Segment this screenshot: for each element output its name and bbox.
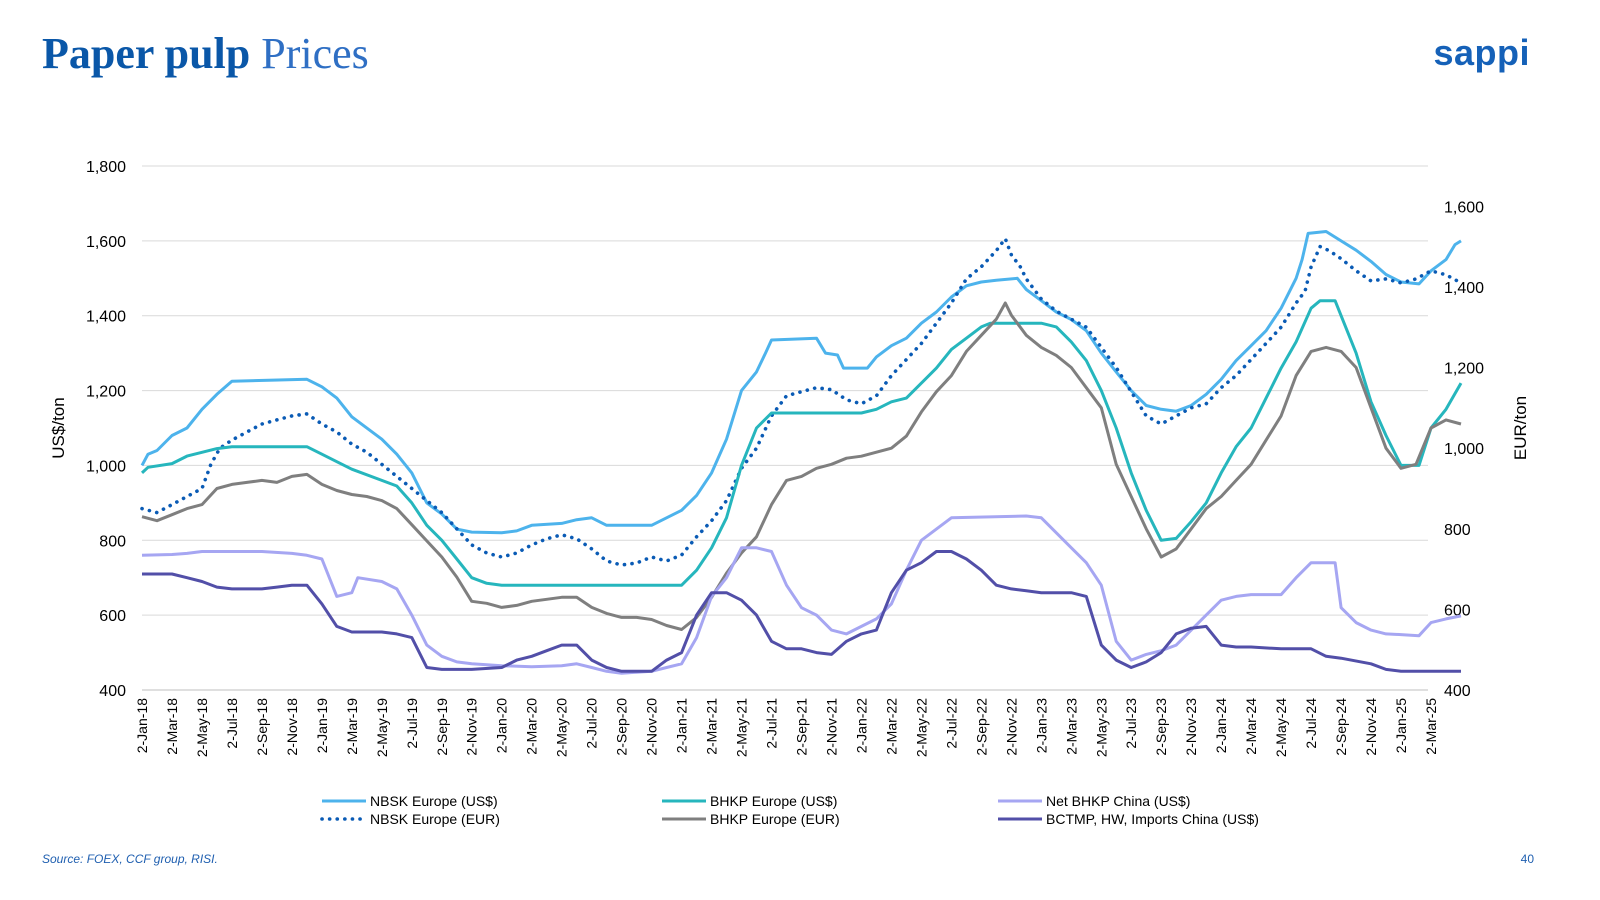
series-line-bhkp-europe-us [140,299,1463,587]
series-line-bctmp-hw-imports-china-us [142,550,1461,673]
legend-label: BHKP Europe (EUR) [710,811,840,827]
y-right-tick-label: 400 [1444,683,1471,700]
x-tick-label: 2-May-24 [1273,698,1289,757]
y-right-tick-label: 600 [1444,602,1471,619]
x-tick-label: 2-Mar-20 [524,698,540,755]
x-tick-label: 2-Jan-25 [1393,698,1409,753]
x-tick-label: 2-Jan-18 [134,698,150,753]
x-tick-label: 2-Jan-22 [853,698,869,753]
y-right-tick-label: 1,600 [1444,199,1484,216]
x-tick-label: 2-Jan-23 [1033,698,1049,753]
x-tick-label: 2-Jul-19 [404,698,420,749]
x-tick-label: 2-Sep-21 [793,698,809,756]
x-tick-label: 2-Jul-20 [584,698,600,749]
series-line-bhkp-europe-eur [141,301,1462,631]
x-tick-label: 2-Nov-21 [823,698,839,756]
x-tick-label: 2-Sep-22 [973,698,989,756]
x-tick-label: 2-Jul-22 [943,698,959,749]
x-tick-label: 2-Mar-23 [1063,698,1079,755]
x-tick-label: 2-Mar-25 [1423,698,1439,755]
x-tick-label: 2-Jan-24 [1213,698,1229,753]
y-left-tick-label: 1,400 [86,309,126,326]
x-tick-label: 2-Jul-18 [224,698,240,749]
page-title: Paper pulp Prices [42,28,369,79]
pulp-price-chart: 400 600 800 1,000 1,200 1,400 1,600 1,800 400 600… [49,159,1530,827]
x-tick-label: 2-Mar-21 [704,698,720,755]
legend-label: Net BHKP China (US$) [1046,793,1190,809]
y-right-tick-label: 1,000 [1444,441,1484,458]
x-tick-label: 2-May-20 [554,698,570,757]
x-tick-label: 2-Jan-21 [674,698,690,753]
legend-label: BHKP Europe (US$) [710,793,837,809]
x-tick-label: 2-Nov-23 [1183,698,1199,756]
y-left-tick-label: 400 [99,683,126,700]
page-number: 40 [1520,852,1534,866]
y-left-axis-title: US$/ton [49,397,68,458]
y-right-tick-label: 1,400 [1444,280,1484,297]
x-tick-label: 2-Jul-24 [1303,698,1319,749]
title-bold-part: Paper pulp [42,29,251,78]
legend-label: BCTMP, HW, Imports China (US$) [1046,811,1259,827]
x-tick-label: 2-Jul-21 [764,698,780,749]
legend-label: NBSK Europe (EUR) [370,811,500,827]
x-tick-label: 2-Mar-19 [344,698,360,755]
title-light-part: Prices [261,29,369,78]
x-tick-label: 2-Nov-22 [1003,698,1019,756]
y-left-tick-label: 1,200 [86,384,126,401]
x-tick-label: 2-May-19 [374,698,390,757]
x-tick-label: 2-Sep-18 [254,698,270,756]
x-tick-label: 2-Mar-18 [164,698,180,755]
y-right-axis-title: EUR/ton [1511,396,1530,460]
x-tick-label: 2-Sep-23 [1153,698,1169,756]
x-tick-label: 2-Mar-24 [1243,698,1259,755]
y-left-tick-label: 1,000 [86,458,126,475]
series-line-net-bhkp-china-us [141,514,1462,675]
y-left-tick-label: 1,600 [86,234,126,251]
series-line-nbsk-europe-us [140,230,1462,535]
sappi-logo: sappi [1433,32,1530,73]
y-right-tick-label: 1,200 [1444,361,1484,378]
y-left-tick-label: 800 [99,533,126,550]
x-tick-label: 2-Nov-18 [284,698,300,756]
x-tick-label: 2-Nov-20 [644,698,660,756]
x-tick-label: 2-Nov-19 [464,698,480,756]
x-tick-label: 2-Sep-24 [1333,698,1349,756]
source-note: Source: FOEX, CCF group, RISI. [42,852,218,866]
x-tick-label: 2-Sep-19 [434,698,450,756]
x-tick-label: 2-Jul-23 [1123,698,1139,749]
x-tick-label: 2-Jan-20 [494,698,510,753]
x-tick-label: 2-May-18 [194,698,210,757]
x-tick-label: 2-May-23 [1093,698,1109,757]
y-left-tick-label: 600 [99,608,126,625]
x-tick-label: 2-Jan-19 [314,698,330,753]
y-left-tick-label: 1,800 [86,159,126,176]
legend-label: NBSK Europe (US$) [370,793,498,809]
x-tick-label: 2-Mar-22 [883,698,899,755]
x-tick-label: 2-May-22 [913,698,929,757]
x-tick-label: 2-May-21 [734,698,750,757]
x-tick-label: 2-Sep-20 [614,698,630,756]
x-tick-label: 2-Nov-24 [1363,698,1379,756]
y-right-tick-label: 800 [1444,522,1471,539]
